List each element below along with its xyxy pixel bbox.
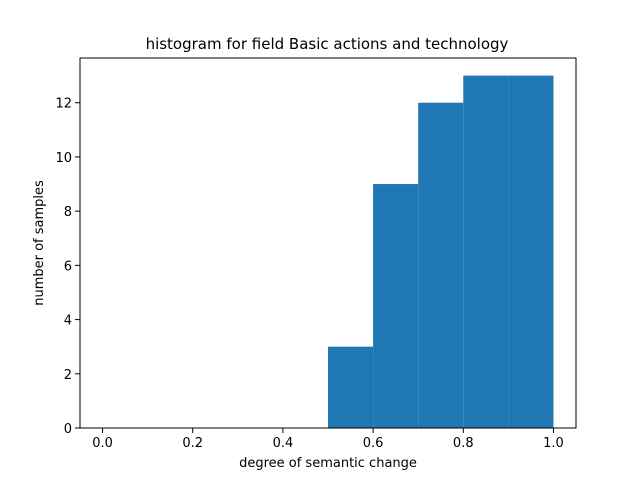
x-tick-label: 0.2: [182, 436, 203, 451]
x-tick-label: 0.6: [363, 436, 384, 451]
histogram-bar: [508, 75, 554, 428]
chart-title: histogram for field Basic actions and te…: [146, 35, 509, 53]
x-axis-label: degree of semantic change: [239, 456, 417, 471]
histogram-bar: [418, 102, 464, 428]
y-axis-ticks: 0 2 4 6 8 10 12: [55, 97, 80, 437]
histogram-bar: [463, 75, 509, 428]
x-tick-label: 0.4: [273, 436, 294, 451]
x-axis-ticks: 0.0 0.2 0.4 0.6 0.8 1.0: [92, 428, 564, 451]
x-tick-label: 0.8: [453, 436, 474, 451]
y-tick-label: 6: [64, 259, 72, 274]
x-tick-label: 0.0: [92, 436, 113, 451]
x-tick-label: 1.0: [543, 436, 564, 451]
y-tick-label: 12: [55, 97, 72, 112]
plot-frame: [79, 57, 577, 429]
histogram-bar: [373, 184, 419, 428]
y-tick-label: 8: [64, 205, 72, 220]
y-tick-label: 2: [64, 368, 72, 383]
y-tick-label: 4: [64, 314, 72, 329]
y-axis-label: number of samples: [32, 180, 47, 306]
histogram-bar: [328, 346, 374, 428]
y-tick-label: 0: [64, 422, 72, 437]
bars-group: [328, 75, 554, 428]
y-tick-label: 10: [55, 151, 72, 166]
